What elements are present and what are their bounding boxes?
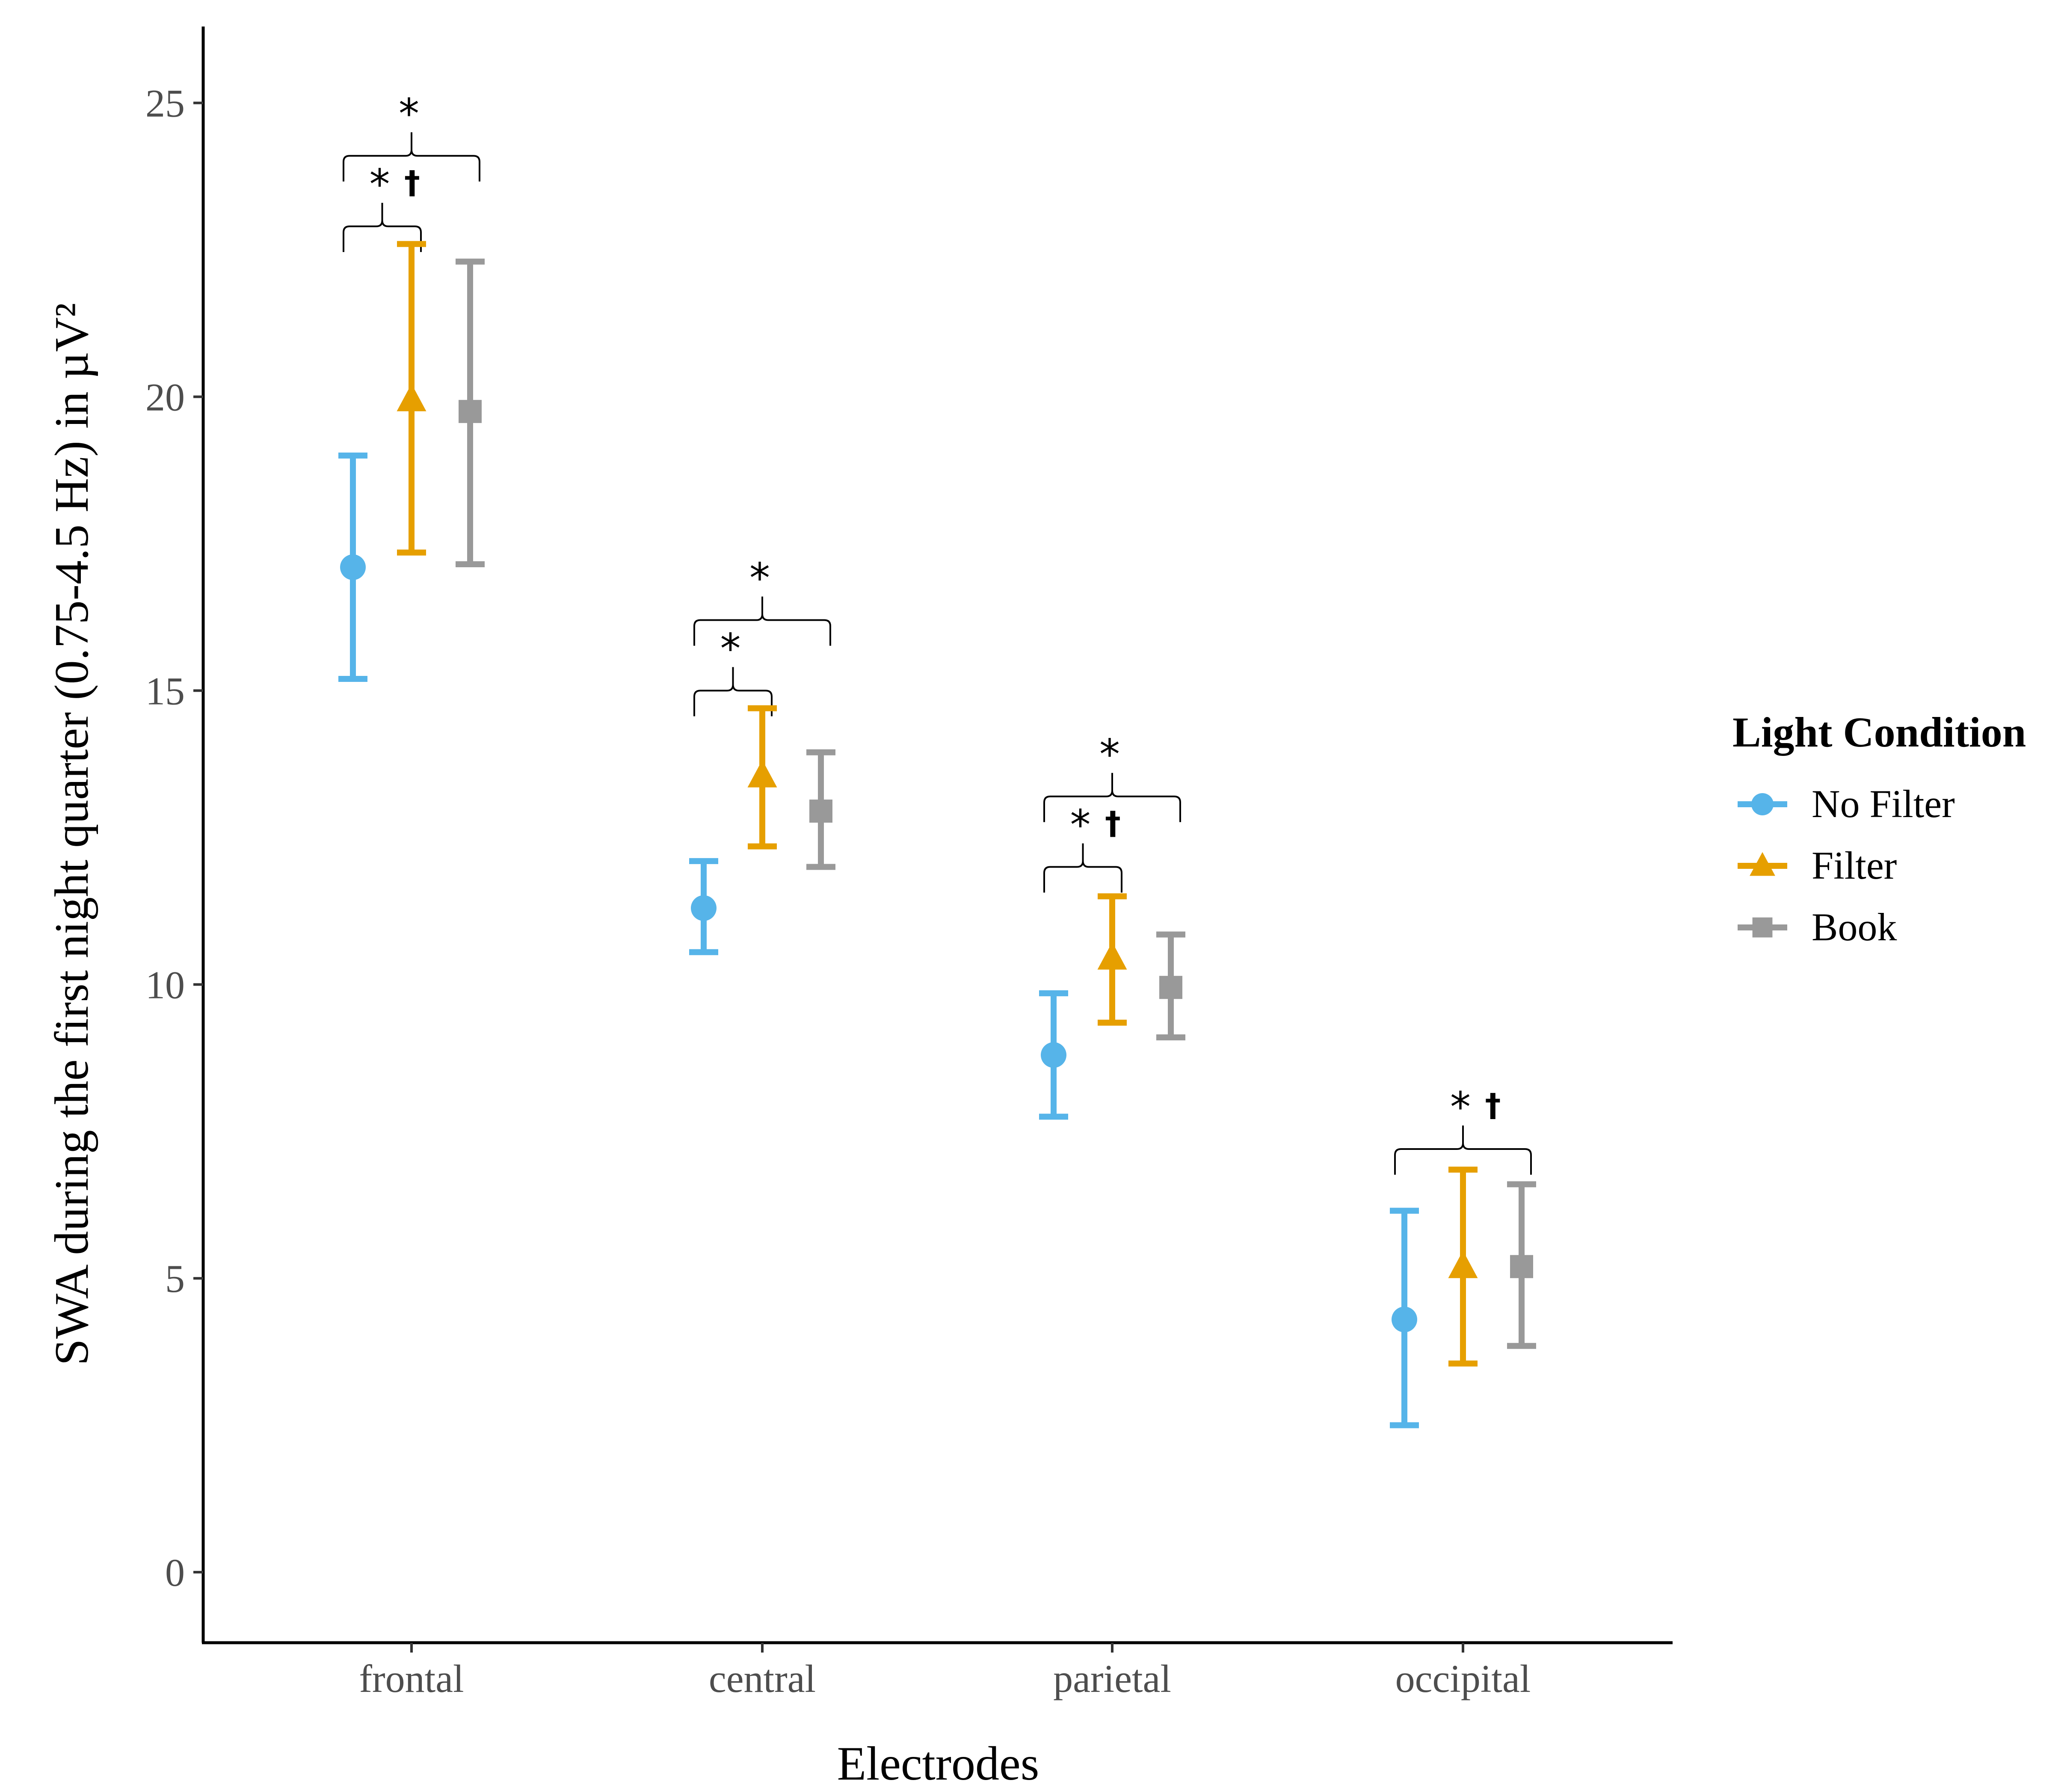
significance-dagger: † — [1485, 1087, 1501, 1124]
significance-bracket: * — [343, 90, 480, 182]
bracket-path — [343, 203, 422, 252]
legend-item-no-filter: No Filter — [1738, 782, 1955, 826]
significance-bracket: * † — [1043, 801, 1122, 893]
significance-bracket: * — [693, 554, 831, 646]
legend-marker-triangle — [1750, 852, 1775, 876]
data-point-square — [809, 800, 832, 823]
bracket-path — [693, 596, 831, 646]
data-point-square — [459, 400, 482, 423]
legend-label: Filter — [1812, 844, 1897, 887]
data-point-square — [1159, 976, 1182, 999]
y-tick-label: 10 — [145, 963, 185, 1007]
x-tick-label-parietal: parietal — [1053, 1657, 1171, 1700]
y-tick-label: 5 — [165, 1257, 185, 1300]
data-point-square — [1510, 1255, 1533, 1278]
data-point-circle — [691, 895, 717, 921]
series-layer — [338, 241, 1536, 1428]
significance-annotations: ** †**** †* † — [343, 90, 1532, 1175]
x-tick-label-frontal: frontal — [359, 1657, 464, 1700]
significance-star: * — [370, 160, 390, 208]
legend: Light Condition No Filter Filter Book — [1732, 708, 2026, 949]
data-point-circle — [1041, 1042, 1066, 1068]
significance-star: * — [1070, 801, 1091, 849]
axes: 0 5 10 15 20 25 frontal central parietal occipit… — [45, 27, 1673, 1790]
bracket-path — [343, 132, 480, 182]
y-ticks: 0 5 10 15 20 25 — [145, 82, 203, 1594]
significance-star: * — [749, 554, 770, 602]
x-tick-label-central: central — [709, 1657, 816, 1700]
x-axis-title: Electrodes — [837, 1737, 1039, 1790]
bracket-path — [1043, 773, 1181, 822]
significance-star: * — [720, 625, 741, 672]
series-no-filter — [338, 452, 1419, 1428]
significance-dagger: † — [1105, 805, 1121, 842]
x-ticks: frontal central parietal occipital — [359, 1643, 1531, 1700]
legend-label: Book — [1812, 905, 1897, 949]
bracket-path — [693, 667, 773, 717]
data-point-triangle — [397, 384, 426, 412]
data-point-triangle — [747, 760, 777, 788]
legend-label: No Filter — [1812, 782, 1955, 826]
data-point-triangle — [1097, 942, 1127, 970]
data-point-circle — [1392, 1306, 1417, 1333]
significance-star: * — [399, 90, 419, 138]
y-tick-label: 0 — [165, 1551, 185, 1594]
significance-bracket: * — [1043, 731, 1181, 822]
significance-bracket: * † — [343, 160, 422, 252]
data-point-circle — [340, 554, 366, 580]
series-book — [456, 258, 1536, 1349]
significance-star: * — [1099, 731, 1120, 779]
bracket-path — [1043, 843, 1122, 893]
significance-dagger: † — [404, 164, 420, 201]
series-filter — [397, 241, 1478, 1367]
significance-bracket: * — [693, 625, 773, 717]
bracket-path — [1394, 1125, 1532, 1175]
legend-title: Light Condition — [1732, 708, 2026, 756]
legend-marker-circle — [1751, 793, 1774, 815]
legend-item-filter: Filter — [1738, 844, 1897, 887]
y-tick-label: 15 — [145, 669, 185, 713]
x-tick-label-occipital: occipital — [1395, 1657, 1531, 1700]
y-tick-label: 20 — [145, 376, 185, 419]
legend-marker-square — [1752, 917, 1773, 938]
y-tick-label: 25 — [145, 82, 185, 125]
significance-star: * — [1450, 1083, 1471, 1131]
data-point-triangle — [1448, 1250, 1478, 1278]
significance-bracket: * † — [1394, 1083, 1532, 1175]
y-axis-title: SWA during the first night quarter (0.75… — [45, 303, 98, 1365]
legend-item-book: Book — [1738, 905, 1897, 949]
